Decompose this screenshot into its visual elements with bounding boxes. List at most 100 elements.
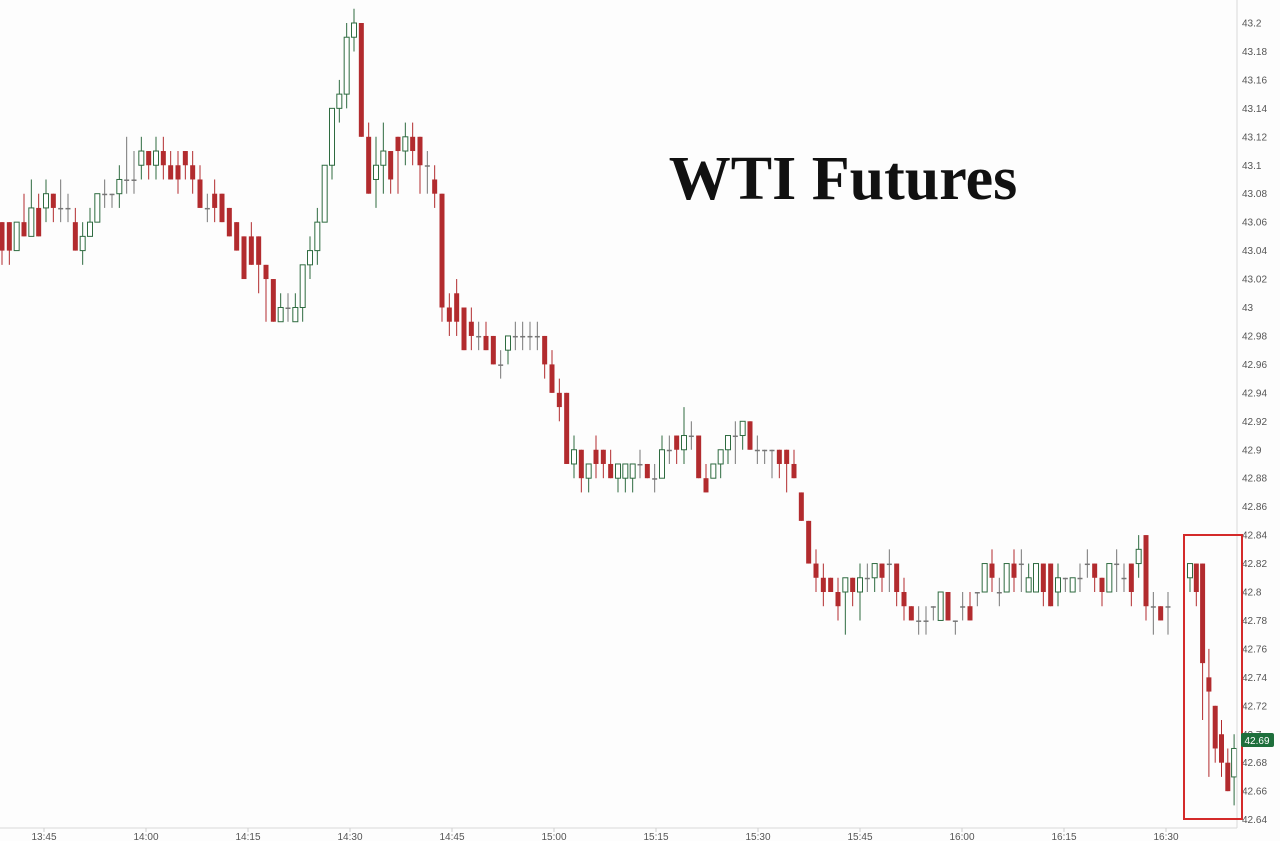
candle [1200,563,1206,721]
candle-body [124,179,130,181]
candle-body [116,178,123,195]
candle [175,151,181,194]
candle [270,279,276,322]
candle-body [1225,762,1231,792]
candle-body [454,293,460,322]
x-tick-label: 16:00 [949,832,974,841]
candle [116,165,123,208]
candle [212,179,218,223]
candle-body [622,463,629,479]
candle [0,222,5,265]
candle-body [102,193,108,196]
candle-body [1040,563,1046,592]
candle-body [321,164,328,223]
candle [937,591,944,621]
candle-body [256,236,262,265]
candle-body [894,563,900,592]
candle-body [432,179,438,194]
candle-body [1106,563,1113,593]
candle [762,449,768,464]
candle-body [1150,606,1156,608]
candle-body [1025,577,1032,593]
candle [820,563,826,607]
candle [410,122,416,166]
candle-body [43,193,49,209]
candle [1092,563,1098,592]
candle [850,577,856,607]
candle [549,350,555,393]
candle [1193,563,1199,607]
x-tick-label: 14:00 [133,832,158,841]
candle [432,165,438,208]
candle [109,193,115,208]
candle [688,421,694,450]
candle-body [879,563,885,578]
candle [314,207,321,265]
candle-body [1135,548,1142,565]
candle [717,449,724,479]
candle [292,293,299,323]
candle [769,449,775,479]
candle [996,577,1002,607]
x-tick-label: 15:15 [643,832,668,841]
candle [527,321,533,351]
candle [930,606,936,621]
candle-body [1092,563,1098,578]
candle-body [688,435,694,438]
x-tick-label: 14:45 [439,832,464,841]
candle-body [58,207,64,210]
candle-body [153,150,159,166]
candle [879,563,885,592]
candle [124,136,130,194]
candle-body [725,435,731,451]
candle [967,592,973,621]
candle-body [629,463,636,479]
candle-body [234,222,240,251]
candle [1187,563,1193,592]
y-tick-label: 42.82 [1242,559,1267,570]
candle-body [498,364,504,366]
y-tick-label: 43.16 [1242,75,1267,86]
candle-body [138,150,145,166]
candle-body [732,435,738,438]
x-axis: 13:45 14:00 14:15 14:30 14:45 15:00 15:15 15:30… [0,827,1237,841]
candle [901,577,907,621]
candle-body [72,222,78,251]
candle-body [1018,563,1024,566]
candle [659,435,665,479]
candle [806,520,812,564]
candle [578,449,584,493]
candle [1121,563,1127,592]
candle-body [652,478,658,480]
candle-body [182,151,188,166]
candle [321,164,328,223]
candle [989,549,995,592]
candle [593,435,599,479]
candle-body [527,335,533,338]
y-tick-label: 43.06 [1242,218,1267,229]
candle [981,563,988,593]
candle-body [446,307,452,322]
candle-body [1114,563,1120,566]
candle [842,577,849,635]
candle [248,222,254,265]
y-tick-label: 42.66 [1242,787,1267,798]
candle-body [974,592,980,594]
candle-body [637,463,643,466]
candle-body [146,151,152,166]
candle-body [307,250,313,266]
candle [234,222,240,251]
candle-body [94,193,101,223]
candle-body [50,193,56,208]
candle [1114,549,1120,592]
candle [791,449,797,479]
candle-body [615,463,621,479]
candle-body [769,449,775,452]
candle [94,193,101,223]
candle [380,122,387,194]
candle-body [674,435,680,450]
candle [828,577,834,592]
candle [564,392,570,464]
candle-body [483,335,489,351]
